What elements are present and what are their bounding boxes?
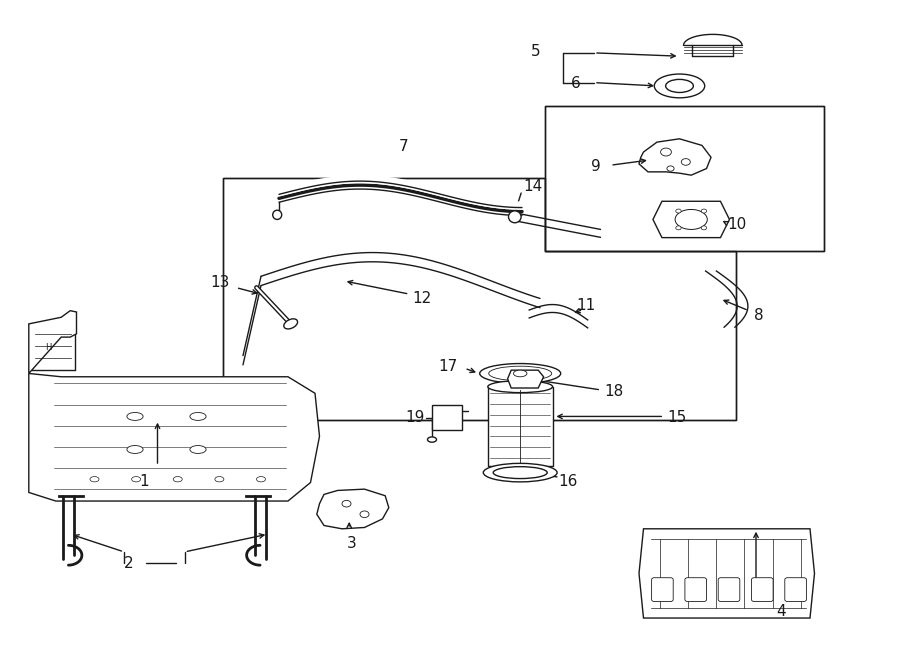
Ellipse shape [508,211,521,223]
FancyBboxPatch shape [752,578,773,602]
Text: 14: 14 [524,179,543,194]
Ellipse shape [131,477,140,482]
Ellipse shape [284,319,298,329]
Text: 16: 16 [558,474,578,488]
Ellipse shape [273,210,282,219]
Ellipse shape [428,437,436,442]
Ellipse shape [190,446,206,453]
Ellipse shape [190,412,206,420]
Ellipse shape [513,370,526,377]
Ellipse shape [360,511,369,518]
Ellipse shape [654,74,705,98]
Ellipse shape [701,209,706,213]
Polygon shape [544,106,824,251]
Text: 6: 6 [571,77,580,91]
Ellipse shape [173,477,182,482]
Text: 9: 9 [591,159,601,174]
Ellipse shape [483,463,557,482]
Ellipse shape [127,412,143,420]
Ellipse shape [675,210,707,229]
Ellipse shape [661,148,671,156]
Polygon shape [639,529,814,618]
Ellipse shape [256,477,266,482]
Text: 13: 13 [210,276,230,290]
Text: 8: 8 [754,309,764,323]
FancyBboxPatch shape [685,578,706,602]
Ellipse shape [342,500,351,507]
Polygon shape [317,489,389,529]
Text: 3: 3 [346,536,356,551]
Ellipse shape [215,477,224,482]
Polygon shape [29,373,319,501]
Text: 5: 5 [531,44,541,59]
Text: 10: 10 [727,217,746,232]
Ellipse shape [480,364,561,383]
Text: 2: 2 [124,556,134,570]
Ellipse shape [676,226,681,230]
Ellipse shape [493,467,547,479]
FancyBboxPatch shape [652,578,673,602]
Text: 1: 1 [140,474,149,488]
Ellipse shape [666,79,693,93]
Ellipse shape [701,226,706,230]
Ellipse shape [127,446,143,453]
Text: 12: 12 [412,292,431,306]
Text: 19: 19 [405,410,425,425]
Ellipse shape [489,366,552,381]
Polygon shape [639,139,711,175]
Text: 18: 18 [605,384,624,399]
Polygon shape [488,387,553,466]
Ellipse shape [488,381,553,393]
Polygon shape [508,370,544,388]
Polygon shape [653,201,729,237]
Polygon shape [29,311,76,373]
Ellipse shape [90,477,99,482]
Text: H: H [46,343,52,352]
Text: 4: 4 [776,604,786,619]
Ellipse shape [681,159,690,165]
Ellipse shape [667,166,674,171]
Text: 15: 15 [668,410,687,425]
Polygon shape [432,405,462,430]
Polygon shape [223,178,736,420]
Text: 17: 17 [438,360,457,374]
FancyBboxPatch shape [718,578,740,602]
Ellipse shape [676,209,681,213]
FancyBboxPatch shape [785,578,806,602]
Text: 11: 11 [576,298,595,313]
Text: 7: 7 [399,139,408,154]
